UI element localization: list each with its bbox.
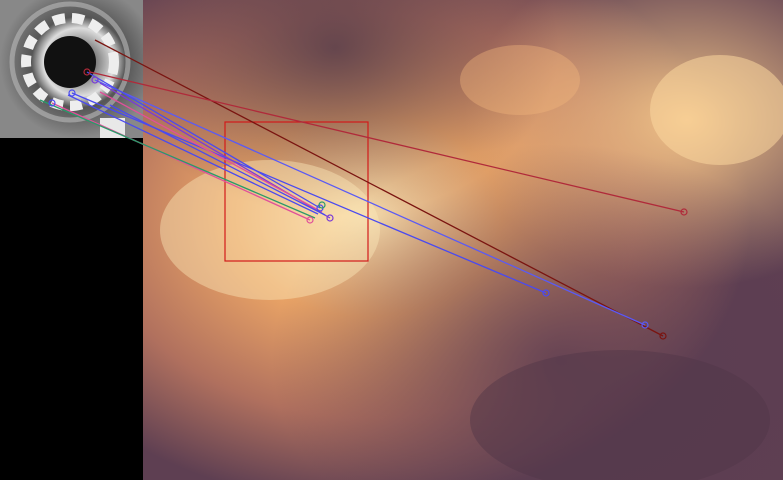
keypoint	[659, 332, 667, 340]
match-line	[109, 104, 326, 216]
match-line	[94, 79, 646, 326]
match-line	[67, 94, 319, 215]
keypoint	[68, 89, 76, 97]
keypoint	[91, 76, 99, 84]
match-line	[51, 102, 311, 221]
keypoint	[306, 216, 314, 224]
keypoint	[326, 214, 334, 222]
sky-photo	[143, 0, 783, 480]
keypoint	[641, 321, 649, 329]
keypoint	[83, 68, 91, 76]
match-line	[94, 39, 664, 337]
keypoints	[48, 68, 688, 340]
keypoint	[318, 201, 326, 209]
match-lines	[39, 39, 685, 337]
keypoint	[680, 208, 688, 216]
keypoint	[542, 289, 550, 297]
match-line	[89, 71, 685, 213]
match-line	[99, 91, 323, 213]
match-line	[86, 71, 321, 209]
match-line	[39, 99, 316, 219]
query-thumbnail	[0, 0, 143, 138]
keypoint	[48, 99, 56, 107]
detection-box	[224, 121, 369, 262]
